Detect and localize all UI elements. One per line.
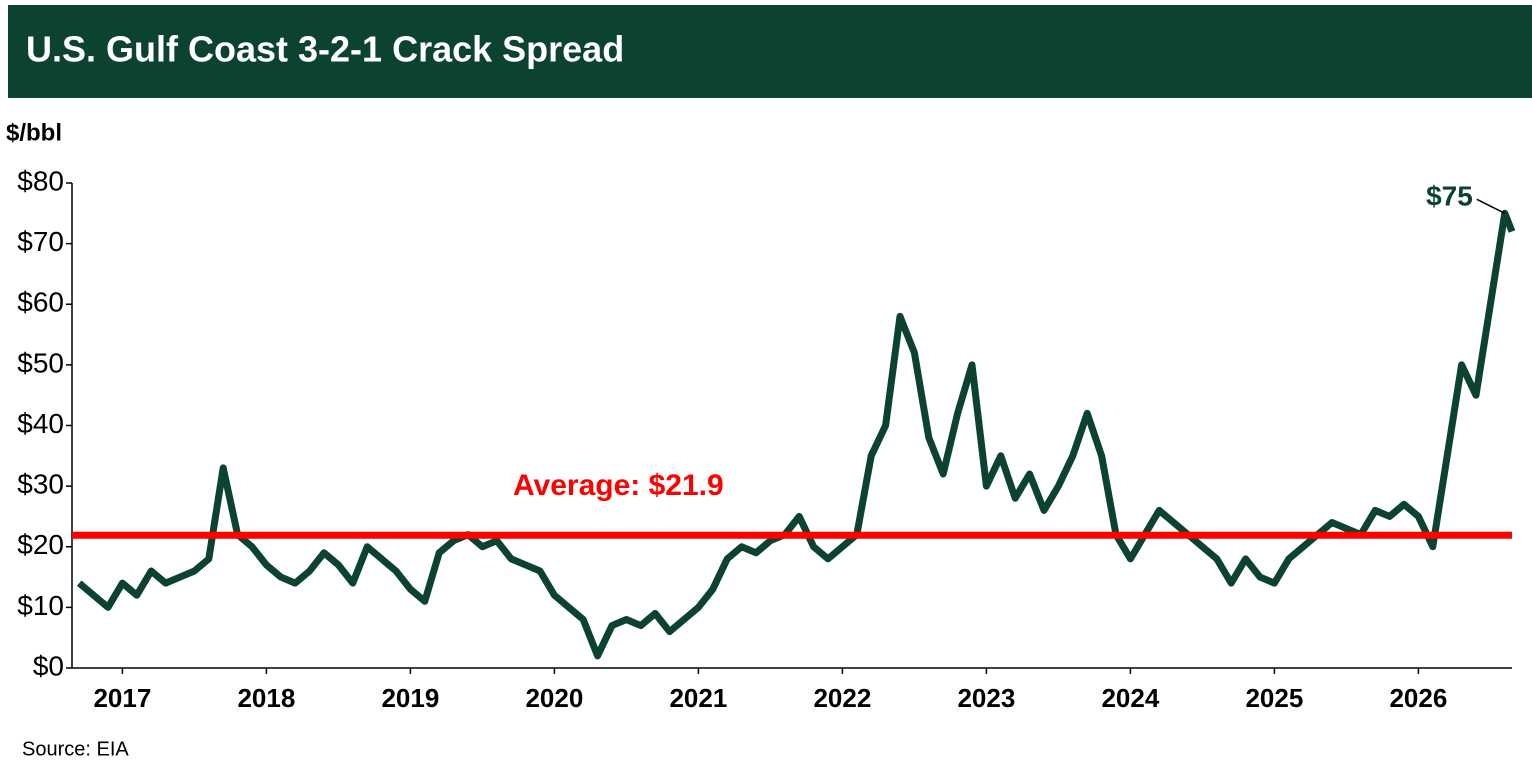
y-tick-label: $60 — [17, 287, 64, 318]
y-tick-label: $80 — [17, 165, 64, 196]
x-tick-label: 2024 — [1101, 683, 1159, 713]
x-tick-label: 2025 — [1245, 683, 1303, 713]
title-bar — [8, 5, 1532, 98]
chart-title: U.S. Gulf Coast 3-2-1 Crack Spread — [26, 29, 624, 70]
x-tick-label: 2019 — [381, 683, 439, 713]
y-tick-label: $20 — [17, 529, 64, 560]
x-tick-label: 2022 — [813, 683, 871, 713]
last-value-label: $75 — [1426, 181, 1473, 212]
y-tick-label: $40 — [17, 408, 64, 439]
y-tick-label: $10 — [17, 590, 64, 621]
annotation-leader — [1476, 198, 1506, 214]
x-tick-label: 2018 — [237, 683, 295, 713]
x-tick-label: 2017 — [93, 683, 151, 713]
average-label: Average: $21.9 — [513, 469, 724, 502]
source: Source: EIA — [22, 738, 129, 760]
y-tick-label: $50 — [17, 347, 64, 378]
x-tick-label: 2023 — [957, 683, 1015, 713]
x-tick-label: 2020 — [525, 683, 583, 713]
x-tick-label: 2021 — [669, 683, 727, 713]
y-tick-label: $70 — [17, 226, 64, 257]
y-axis-label: $/bbl — [6, 119, 62, 146]
y-tick-label: $0 — [33, 650, 64, 681]
data-line — [76, 209, 1516, 660]
y-tick-label: $30 — [17, 469, 64, 500]
x-tick-label: 2026 — [1389, 683, 1447, 713]
